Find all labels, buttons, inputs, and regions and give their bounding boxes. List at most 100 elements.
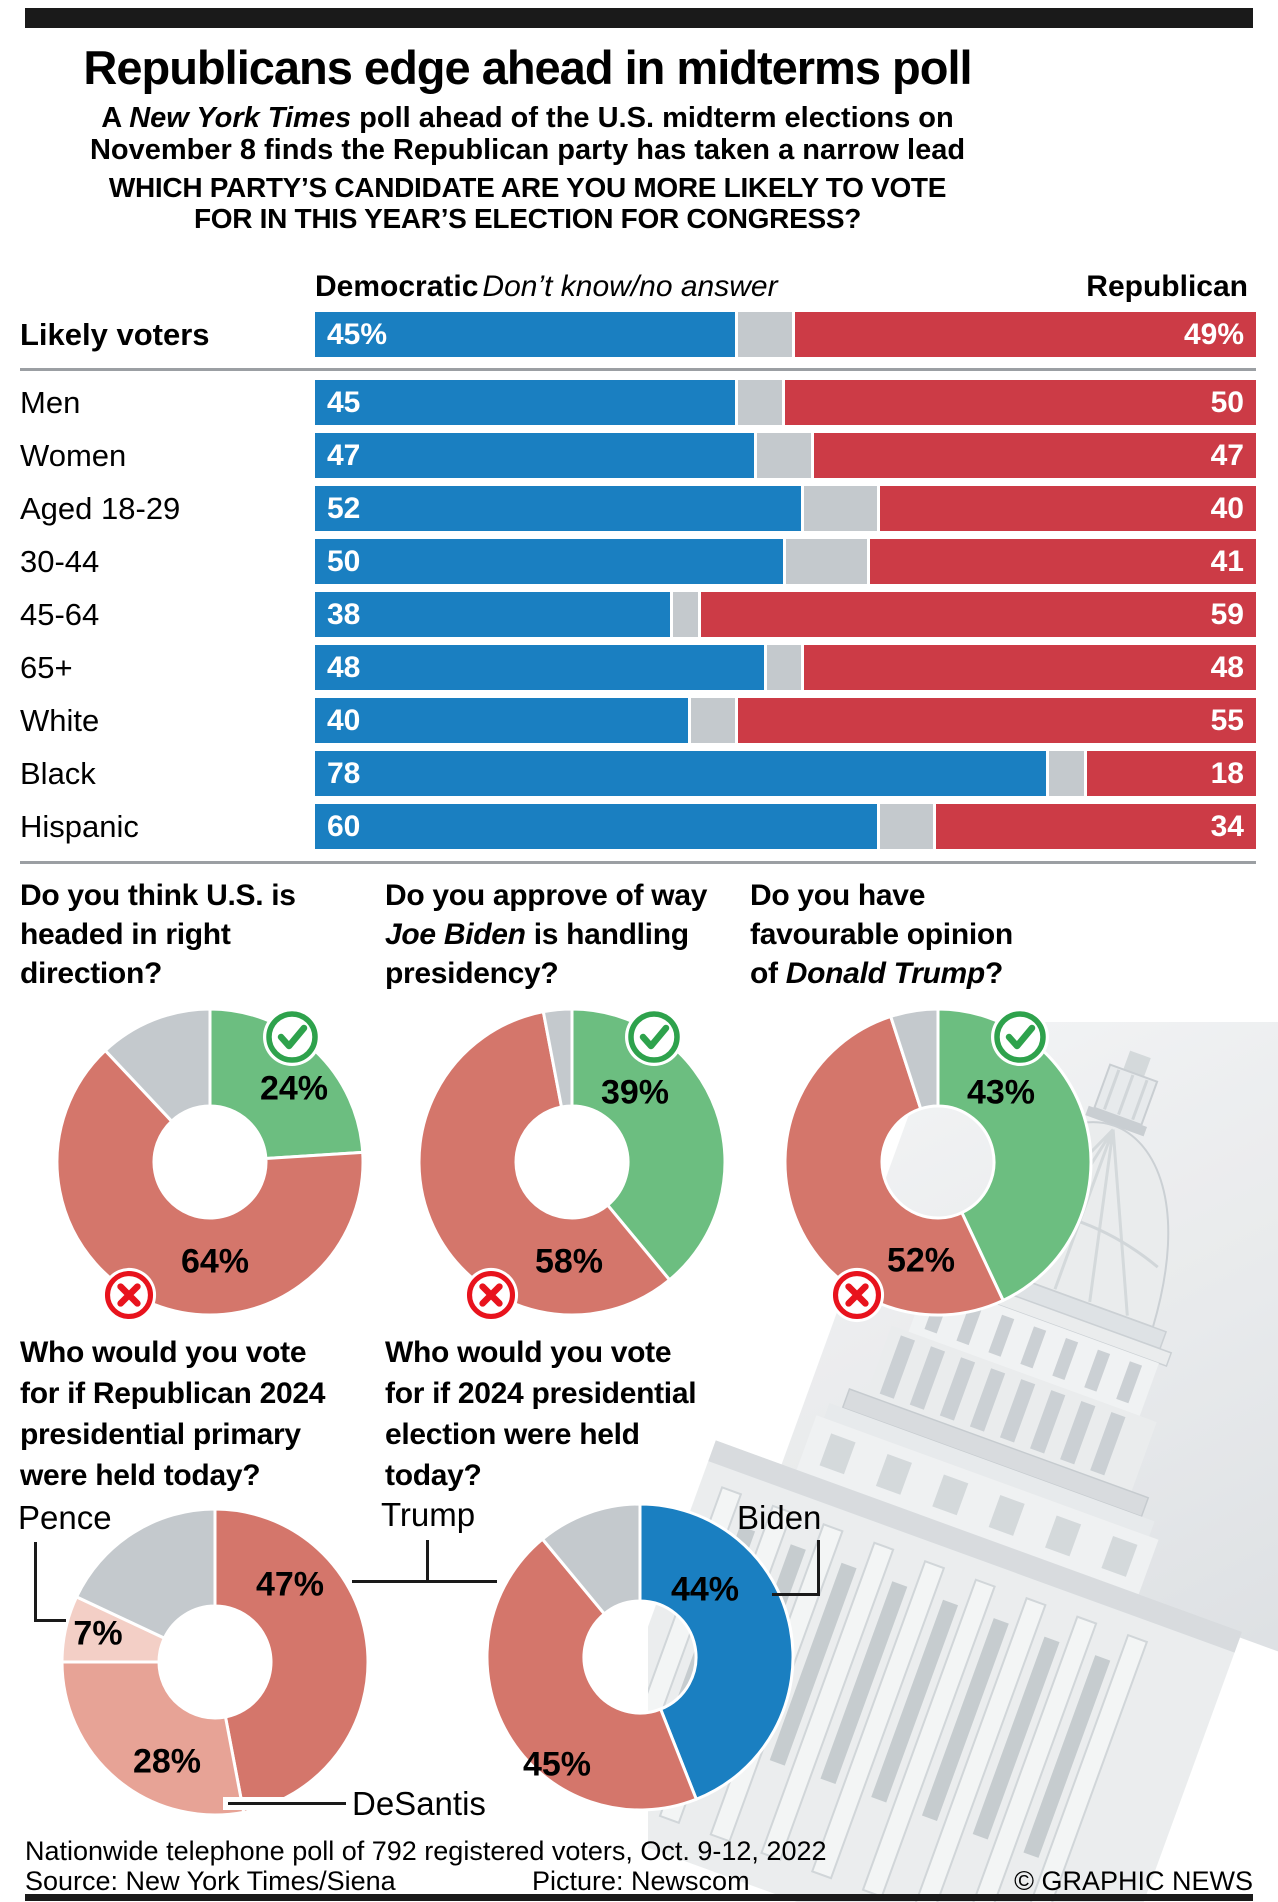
callout-pence: Pence <box>18 1499 112 1536</box>
category-label: Aged 18-29 <box>20 491 181 526</box>
segment-dont-know <box>766 645 805 690</box>
subtitle: A New York Times poll ahead of the U.S. … <box>89 102 966 166</box>
disapprove-x-icon <box>829 1267 885 1323</box>
legend-democratic: Democratic <box>315 270 479 303</box>
bar-value: 38 <box>327 598 361 631</box>
category-label: Black <box>20 756 96 791</box>
stacked-bar: 40 55 <box>315 698 1256 743</box>
bar-value: 60 <box>327 810 361 843</box>
trump-connector-vertical <box>426 1540 429 1583</box>
segment-republican: 55 <box>738 698 1256 743</box>
pence-connector-horizontal <box>34 1619 66 1622</box>
callout-trump: Trump <box>380 1496 476 1533</box>
bar-value: 41 <box>1210 545 1244 578</box>
bar-value: 50 <box>1210 386 1244 419</box>
disapprove-x-icon <box>463 1267 519 1323</box>
question-2024-election: Who would you vote for if 2024 president… <box>385 1336 697 1492</box>
page-title: Republicans edge ahead in midterms poll <box>83 41 972 94</box>
poll-question-congress: WHICH PARTY’S CANDIDATE ARE YOU MORE LIK… <box>108 172 947 234</box>
bar-value: 40 <box>1210 492 1244 525</box>
bar-value: 40 <box>327 704 361 737</box>
stacked-bar: 60 34 <box>315 804 1256 849</box>
value-label-no: 58% <box>534 1242 604 1281</box>
donut-segment-don-t-know <box>541 1007 574 1109</box>
donut-segment-no <box>55 1048 365 1317</box>
bar-value: 55 <box>1210 704 1244 737</box>
desantis-connector-line <box>228 1802 346 1805</box>
segment-dont-know <box>804 486 880 531</box>
pence-connector-vertical <box>34 1542 37 1622</box>
segment-democratic: 40 <box>315 698 692 743</box>
donut-segment-trump <box>485 1537 698 1812</box>
donut-republican-primary: 47% 28% 7% <box>60 1507 370 1817</box>
value-label-yes: 43% <box>966 1073 1036 1112</box>
segment-dont-know <box>738 312 795 357</box>
footer-picture-credit: Picture: Newscom <box>532 1866 750 1896</box>
segment-democratic: 48 <box>315 645 767 690</box>
legend-dont-know: Don’t know/no answer <box>482 270 778 303</box>
value-label-pence: 7% <box>73 1614 123 1653</box>
segment-republican: 41 <box>870 539 1256 584</box>
bar-value: 45 <box>327 386 361 419</box>
value-label-yes: 24% <box>259 1069 329 1108</box>
donut-biden-approval: 39% 58% <box>417 1007 727 1323</box>
segment-republican: 34 <box>936 804 1256 849</box>
donut-chart-svg <box>485 1502 795 1812</box>
callout-biden: Biden <box>737 1499 822 1536</box>
segment-republican: 48 <box>804 645 1256 690</box>
category-label: Hispanic <box>20 809 139 844</box>
segment-republican: 40 <box>879 486 1256 531</box>
bar-value: 59 <box>1210 598 1244 631</box>
congress-bar-chart: Likely voters 45% 49% Men 45 50 Women 47 47 Aged … <box>20 312 1256 868</box>
donut-segment-don-t-know <box>889 1007 940 1111</box>
bar-row-45-64: 45-64 38 59 <box>20 592 1256 637</box>
category-label: Women <box>20 438 127 473</box>
donut-segment-don-t-know <box>540 1502 642 1616</box>
segment-dont-know <box>1048 751 1087 796</box>
segment-democratic: 52 <box>315 486 805 531</box>
bar-row-hispanic: Hispanic 60 34 <box>20 804 1256 849</box>
bar-value: 47 <box>1210 439 1244 472</box>
segment-republican: 49% <box>794 312 1256 357</box>
bar-value: 48 <box>327 651 361 684</box>
divider-line <box>20 861 1256 864</box>
category-label: 30-44 <box>20 544 100 579</box>
segment-democratic: 47 <box>315 433 758 478</box>
donut-chart-svg <box>55 1007 365 1317</box>
footer-source: Source: New York Times/Siena <box>25 1866 396 1896</box>
value-label-trump: 45% <box>522 1745 592 1784</box>
donut-segment-biden <box>638 1502 795 1801</box>
stacked-bar: 45% 49% <box>315 312 1256 357</box>
segment-dont-know <box>691 698 739 743</box>
value-label-biden: 44% <box>670 1570 740 1609</box>
disapprove-x-icon <box>101 1267 157 1323</box>
category-label: Men <box>20 385 81 420</box>
donut-2024-election: 44% 45% <box>485 1502 795 1812</box>
donut-chart-svg <box>60 1507 370 1817</box>
category-label: 65+ <box>20 650 73 685</box>
bar-value: 50 <box>327 545 361 578</box>
legend-republican: Republican <box>1086 270 1248 303</box>
bar-value: 34 <box>1210 810 1244 843</box>
donut-segment-don-t-know <box>103 1007 212 1123</box>
donut-segment-trump <box>213 1507 370 1814</box>
segment-republican: 18 <box>1086 751 1256 796</box>
bar-value: 18 <box>1210 757 1244 790</box>
bar-row-30-44: 30-44 50 41 <box>20 539 1256 584</box>
question-republican-primary: Who would you vote for if Republican 202… <box>20 1336 326 1492</box>
category-label: Likely voters <box>20 317 210 352</box>
segment-dont-know <box>738 380 786 425</box>
bar-row-black: Black 78 18 <box>20 751 1256 796</box>
bar-row-men: Men 45 50 <box>20 380 1256 425</box>
segment-republican: 59 <box>700 592 1256 637</box>
donut-chart-svg <box>417 1007 727 1317</box>
segment-democratic: 60 <box>315 804 880 849</box>
value-label-no: 52% <box>886 1241 956 1280</box>
donut-trump-favourability: 43% 52% <box>783 1007 1093 1323</box>
segment-democratic: 50 <box>315 539 786 584</box>
bar-value: 47 <box>327 439 361 472</box>
bar-row-likely-voters: Likely voters 45% 49% <box>20 312 1256 357</box>
segment-democratic: 38 <box>315 592 673 637</box>
category-label: 45-64 <box>20 597 100 632</box>
